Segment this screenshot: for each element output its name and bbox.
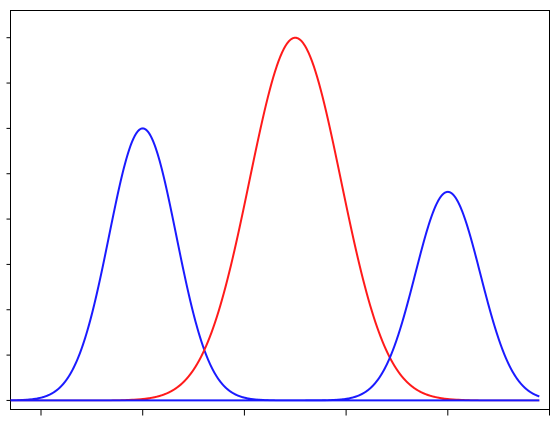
series-layer bbox=[10, 36, 540, 402]
y-axis-ticks bbox=[6, 37, 11, 401]
series-line-2 bbox=[305, 190, 540, 402]
series-line-1 bbox=[10, 36, 540, 402]
x-axis-ticks bbox=[40, 409, 550, 416]
series-line-0 bbox=[10, 127, 326, 402]
plot-frame bbox=[10, 10, 550, 410]
